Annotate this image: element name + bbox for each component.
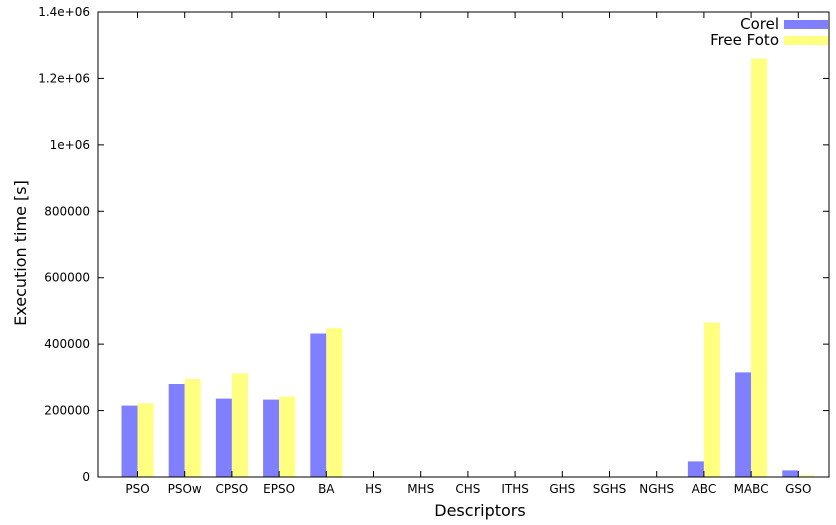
y-axis-title: Execution time [s] <box>11 180 30 326</box>
x-tick-label-ghs: GHS <box>549 482 575 496</box>
legend-swatch-corel <box>784 20 828 29</box>
bar-corel-epso <box>263 399 280 477</box>
bar-free-foto-abc <box>703 322 720 477</box>
x-axis-title: Descriptors <box>434 501 525 520</box>
bar-free-foto-psow <box>184 379 201 477</box>
x-tick-label-iths: ITHS <box>501 482 529 496</box>
x-tick-label-epso: EPSO <box>263 482 295 496</box>
bar-corel-psow <box>168 384 185 477</box>
x-tick-label-abc: ABC <box>692 482 717 496</box>
x-tick-label-cpso: CPSO <box>216 482 249 496</box>
y-tick-label: 1.4e+06 <box>38 5 90 19</box>
legend-label-free-foto: Free Foto <box>710 31 779 49</box>
x-tick-label-sghs: SGHS <box>593 482 627 496</box>
x-tick-label-gso: GSO <box>785 482 811 496</box>
x-tick-label-ba: BA <box>318 482 335 496</box>
bar-corel-pso <box>121 405 138 477</box>
x-tick-label-mhs: MHS <box>407 482 434 496</box>
legend-swatch-free-foto <box>784 36 828 45</box>
y-tick-label: 800000 <box>44 204 90 218</box>
bar-corel-cpso <box>215 398 232 477</box>
x-tick-label-psow: PSOw <box>168 482 202 496</box>
bar-corel-ba <box>310 333 327 477</box>
x-tick-label-hs: HS <box>365 482 382 496</box>
plot-frame <box>97 11 830 478</box>
bar-free-foto-ba <box>326 328 343 477</box>
bar-corel-mabc <box>735 372 752 477</box>
bar-free-foto-pso <box>137 403 154 477</box>
x-tick-label-nghs: NGHS <box>639 482 674 496</box>
bar-free-foto-cpso <box>231 373 248 477</box>
bar-free-foto-epso <box>279 396 296 477</box>
y-tick-label: 0 <box>82 470 90 484</box>
y-tick-label: 1e+06 <box>50 138 90 152</box>
y-tick-label: 600000 <box>44 271 90 285</box>
y-tick-label: 1.2e+06 <box>38 71 90 85</box>
bar-free-foto-mabc <box>751 58 768 477</box>
x-tick-label-pso: PSO <box>125 482 149 496</box>
y-tick-label: 200000 <box>44 404 90 418</box>
axes-layer: 0 200000 400000 600000 800000 1e+06 1.2e+06 1.4… <box>38 5 830 496</box>
bar-corel-gso <box>782 470 799 477</box>
y-tick-label: 400000 <box>44 337 90 351</box>
bar-free-foto-gso <box>798 475 815 477</box>
bars-layer <box>121 58 815 477</box>
bar-corel-abc <box>687 461 704 477</box>
legend-label-corel: Corel <box>740 15 779 33</box>
x-tick-label-mabc: MABC <box>734 482 769 496</box>
x-tick-label-chs: CHS <box>455 482 480 496</box>
